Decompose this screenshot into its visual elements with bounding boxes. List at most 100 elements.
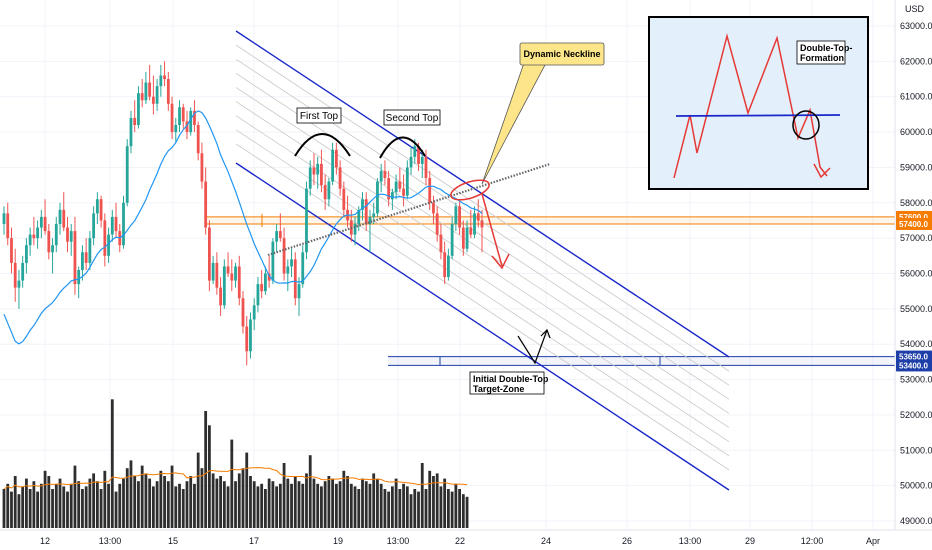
candle-body xyxy=(114,216,118,232)
first-top-box xyxy=(296,107,342,124)
candle-body xyxy=(211,262,215,281)
neckline xyxy=(267,162,551,257)
candle-body xyxy=(424,156,428,179)
volume-bar xyxy=(271,481,275,528)
target-bounce-arrow xyxy=(517,329,548,365)
candle-body xyxy=(69,231,73,242)
candle-body xyxy=(372,213,376,217)
candle-body xyxy=(81,252,84,270)
volume-bar xyxy=(166,481,170,528)
volume-bar xyxy=(312,478,316,528)
price-label-bg xyxy=(896,359,932,372)
candle-body xyxy=(376,181,379,214)
volume-bar xyxy=(264,489,267,528)
volume-bar xyxy=(51,489,54,528)
time-tick-label: 12:00 xyxy=(801,536,824,546)
candle-body xyxy=(241,298,245,327)
time-tick-label: 19 xyxy=(333,536,343,546)
volume-bar xyxy=(54,483,58,528)
candle-body xyxy=(185,121,189,133)
candle-body xyxy=(230,273,234,281)
volume-bar xyxy=(84,486,88,528)
candle-body xyxy=(28,234,32,246)
candle-body xyxy=(226,266,230,274)
volume-bar xyxy=(47,476,51,528)
inset-neckline xyxy=(675,114,841,117)
second-top-box xyxy=(383,109,441,126)
candle-body xyxy=(107,234,110,256)
candle-body xyxy=(454,206,458,224)
candle-body xyxy=(51,245,54,253)
candle-body xyxy=(137,93,140,125)
target-label-2: Target-Zone xyxy=(473,384,524,394)
volume-bar xyxy=(245,452,249,528)
volume-bar xyxy=(32,481,36,528)
volume-bar xyxy=(133,476,137,528)
channel-fan-line xyxy=(235,143,730,471)
volume-bar xyxy=(435,473,439,528)
volume-bars xyxy=(2,399,469,528)
volume-bar xyxy=(461,494,465,528)
time-tick-label: 15 xyxy=(168,536,178,546)
time-tick-label: 22 xyxy=(455,536,465,546)
first-top-arc xyxy=(294,133,351,157)
candle-body xyxy=(249,319,252,352)
candle-body xyxy=(428,178,432,203)
candle-body xyxy=(219,287,222,306)
candle-body xyxy=(357,209,361,224)
volume-bar xyxy=(320,486,323,528)
candle-body xyxy=(469,227,473,235)
candle-body xyxy=(13,262,17,288)
volume-bar xyxy=(222,481,226,528)
candle-body xyxy=(95,199,99,214)
candle-body xyxy=(200,153,204,182)
candle-body xyxy=(155,86,159,104)
candle-body xyxy=(36,227,40,239)
volume-bar xyxy=(95,481,99,528)
volume-bar xyxy=(432,476,435,528)
candle-body xyxy=(66,227,69,242)
candle-body xyxy=(461,227,465,249)
volume-bar xyxy=(424,489,428,528)
callout-box xyxy=(519,42,605,66)
volume-bar xyxy=(409,494,413,528)
candle-body xyxy=(342,188,346,210)
candle-body xyxy=(361,199,364,210)
candle-body xyxy=(39,216,43,228)
price-tick-label: 59000.0 xyxy=(900,162,932,172)
volume-bar xyxy=(394,478,398,528)
volume-bar xyxy=(237,473,241,528)
volume-bar xyxy=(114,491,118,528)
candle-body xyxy=(133,117,137,125)
volume-bar xyxy=(331,478,335,528)
candle-body xyxy=(316,163,320,175)
price-axis: 49000.0 50000.0 51000.0 52000.0 53000.0 54000… xyxy=(900,21,932,526)
volume-bar xyxy=(107,483,110,528)
volume-bar xyxy=(353,486,357,528)
volume-bar xyxy=(204,411,208,528)
volume-bar xyxy=(376,478,379,528)
volume-bar xyxy=(10,491,13,528)
currency-label: USD xyxy=(905,4,925,14)
candle-body xyxy=(480,220,484,228)
candle-body xyxy=(379,170,383,182)
candle-body xyxy=(196,125,200,154)
volume-bar xyxy=(25,478,28,528)
volume-bar xyxy=(92,473,96,528)
volume-bar xyxy=(301,483,305,528)
candle-body xyxy=(432,202,435,214)
candle-body xyxy=(383,170,387,179)
volume-bar xyxy=(458,489,461,528)
volume-bar xyxy=(43,470,47,528)
volume-bar xyxy=(39,483,43,528)
volume-bar xyxy=(297,481,301,528)
volume-bar xyxy=(125,468,129,528)
candle-body xyxy=(417,146,420,164)
candle-body xyxy=(353,224,357,235)
volume-bar xyxy=(21,486,25,528)
candle-body xyxy=(170,103,174,133)
candle-body xyxy=(413,146,417,157)
price-label: 57400.0 xyxy=(899,220,928,229)
volume-bar xyxy=(308,455,312,528)
